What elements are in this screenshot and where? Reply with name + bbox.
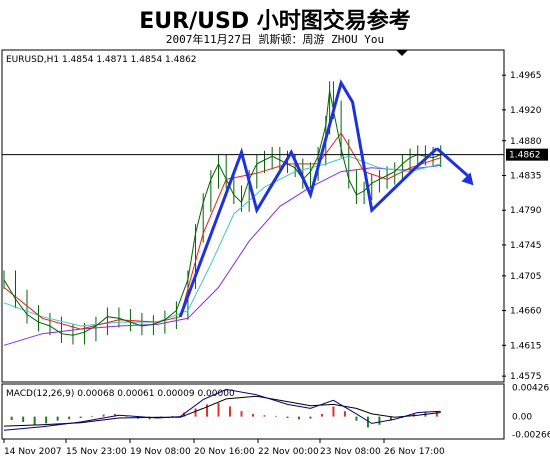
macd-pane (3, 388, 441, 431)
ma-fast-line (3, 132, 441, 330)
y-tick-label: 1.4790 (510, 206, 542, 216)
x-tick-label: 22 Nov 00:00 (258, 447, 319, 457)
current-price-label: 1.4862 (509, 151, 541, 161)
y-tick-label: 1.4880 (510, 137, 542, 147)
x-tick-label: 19 Nov 08:00 (130, 447, 191, 457)
x-tick-label: 23 Nov 08:00 (320, 447, 381, 457)
y-tick-label: 1.4920 (510, 106, 542, 116)
y-tick-label: 1.4835 (510, 171, 542, 181)
main-pane-frame (1, 49, 505, 383)
chart-header: EUR/USD 小时图交易参考 2007年11月27日 凯斯顿：周游 ZHOU … (0, 0, 550, 50)
trend-line (435, 147, 469, 177)
x-tick-label: 26 Nov 17:00 (384, 447, 445, 457)
macd-signal-line (3, 395, 441, 427)
main-pane-title: EURUSD,H1 1.4854 1.4871 1.4854 1.4862 (6, 55, 197, 65)
y-tick-label: 1.4965 (510, 71, 542, 81)
x-tick-label: 14 Nov 2007 (4, 447, 62, 457)
current-price-box (506, 148, 548, 161)
trend-arrow-icon (461, 172, 474, 186)
y-tick-label: 1.4575 (510, 372, 542, 382)
x-tick-label: 20 Nov 16:00 (194, 447, 255, 457)
corner-marker-icon (396, 50, 408, 56)
ma-mid-line (3, 155, 441, 327)
macd-main-line (3, 388, 441, 431)
trend-line (178, 79, 438, 318)
price-line (3, 90, 441, 336)
macd-pane-frame (1, 383, 505, 440)
chart-subtitle: 2007年11月27日 凯斯顿：周游 ZHOU You (165, 33, 385, 46)
y-tick-label: 1.4705 (510, 272, 542, 282)
chart-title: EUR/USD 小时图交易参考 (139, 9, 411, 34)
macd-y-tick-label: 0.00 (512, 413, 532, 423)
y-tick-label: 1.4660 (510, 307, 542, 317)
macd-pane-title: MACD(12,26,9) 0.00068 0.00061 0.00009 0.… (6, 389, 235, 399)
axes: 1.4965 1.4920 1.4880 1.4835 1.4790 1.4745 1.47… (3, 71, 550, 457)
ma-slow-line (3, 164, 441, 346)
y-tick-label: 1.4615 (510, 341, 542, 351)
x-tick-label: 15 Nov 23:00 (66, 447, 127, 457)
macd-y-tick-label: 0.00426 (512, 384, 549, 394)
main-pane (2, 79, 504, 346)
macd-y-tick-label: -0.00266 (512, 431, 550, 441)
y-tick-label: 1.4745 (510, 241, 542, 251)
